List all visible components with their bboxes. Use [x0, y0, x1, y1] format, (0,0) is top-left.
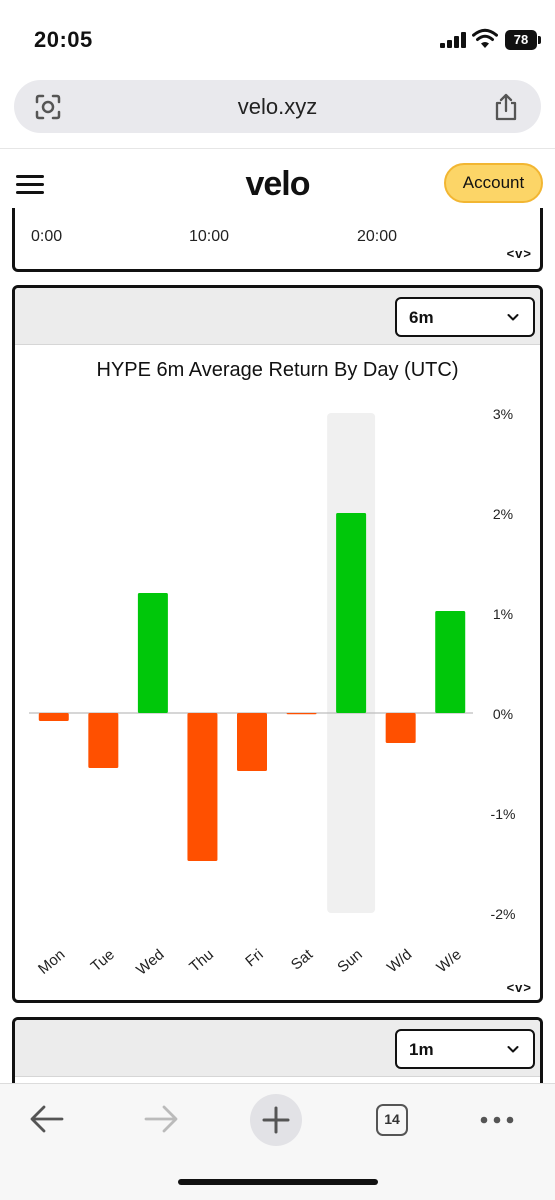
bar-we[interactable]	[435, 611, 466, 713]
bar-sun[interactable]	[336, 513, 367, 713]
status-bar: 20:05 78	[0, 0, 555, 72]
logo[interactable]: velo	[245, 165, 310, 203]
lens-icon[interactable]	[34, 93, 62, 121]
day-return-card: 6m HYPE 6m Average Return By Day (UTC) 3…	[12, 285, 543, 1003]
bar-mon[interactable]	[38, 713, 69, 721]
chevron-down-icon	[507, 314, 519, 321]
y-tick-label: 3%	[493, 406, 513, 422]
y-tick-label: -1%	[491, 806, 516, 822]
chevron-down-icon	[507, 1046, 519, 1053]
bar-sat[interactable]	[286, 713, 317, 715]
time-chart-card: 0:00 10:00 20:00 <v>	[12, 208, 543, 272]
period-value: 6m	[409, 308, 434, 327]
x-tick-label: Mon	[35, 946, 68, 978]
bar-wd[interactable]	[385, 713, 416, 743]
tabs-icon[interactable]: 14	[376, 1104, 408, 1136]
back-icon[interactable]	[28, 1099, 66, 1139]
bar-tue[interactable]	[88, 713, 119, 768]
wifi-icon	[472, 28, 498, 48]
url-bar[interactable]: velo.xyz	[14, 80, 541, 133]
signal-icon	[440, 32, 466, 48]
x-tick-label: Fri	[242, 946, 266, 970]
period-select[interactable]: 6m	[395, 297, 535, 337]
y-tick-label: -2%	[491, 906, 516, 922]
chart-title: HYPE 6m Average Return By Day (UTC)	[96, 359, 459, 381]
period-value: 1m	[409, 1040, 434, 1059]
chart-nav-toggle[interactable]: <v>	[506, 980, 532, 995]
time-tick: 0:00	[31, 228, 63, 245]
new-tab-button[interactable]	[250, 1094, 302, 1146]
x-tick-label: Sun	[334, 946, 365, 976]
time-tick: 20:00	[357, 228, 398, 245]
x-tick-label: Tue	[88, 946, 118, 975]
status-time: 20:05	[34, 27, 93, 52]
x-tick-label: Sat	[288, 946, 317, 974]
card-header: 1m	[15, 1020, 540, 1077]
bar-fri[interactable]	[237, 713, 267, 771]
x-tick-label: W/d	[384, 946, 415, 976]
bar-thu[interactable]	[187, 713, 218, 861]
bar-wed[interactable]	[137, 593, 168, 713]
card-header: 6m	[15, 288, 540, 345]
y-tick-label: 0%	[493, 706, 513, 722]
x-tick-label: Thu	[186, 946, 217, 976]
chart-nav-toggle[interactable]: <v>	[506, 246, 532, 261]
more-icon[interactable]	[478, 1099, 516, 1139]
y-tick-label: 2%	[493, 506, 513, 522]
next-chart-card: 1m	[12, 1017, 543, 1097]
home-indicator	[178, 1179, 378, 1185]
account-button[interactable]: Account	[444, 163, 543, 203]
share-icon[interactable]	[493, 92, 519, 122]
y-tick-label: 1%	[493, 606, 513, 622]
x-tick-label: Wed	[133, 946, 167, 979]
forward-icon[interactable]	[142, 1099, 180, 1139]
time-tick: 10:00	[189, 228, 230, 245]
battery-icon: 78	[505, 30, 541, 50]
url-text[interactable]: velo.xyz	[237, 94, 318, 119]
new-tab-icon	[262, 1106, 290, 1134]
x-tick-label: W/e	[433, 946, 464, 976]
period-select[interactable]: 1m	[395, 1029, 535, 1069]
menu-icon[interactable]	[16, 175, 44, 195]
app-header: velo Account	[0, 148, 555, 216]
return-bar-chart: 3% 2% 1% 0% -1% -2% Mon Tue Wed Thu Fri Sat Sun W/d W/…	[29, 406, 516, 979]
